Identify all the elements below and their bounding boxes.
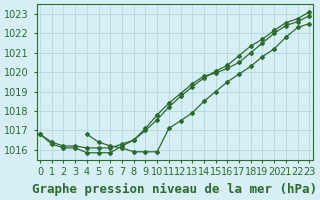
X-axis label: Graphe pression niveau de la mer (hPa): Graphe pression niveau de la mer (hPa) xyxy=(32,183,317,196)
